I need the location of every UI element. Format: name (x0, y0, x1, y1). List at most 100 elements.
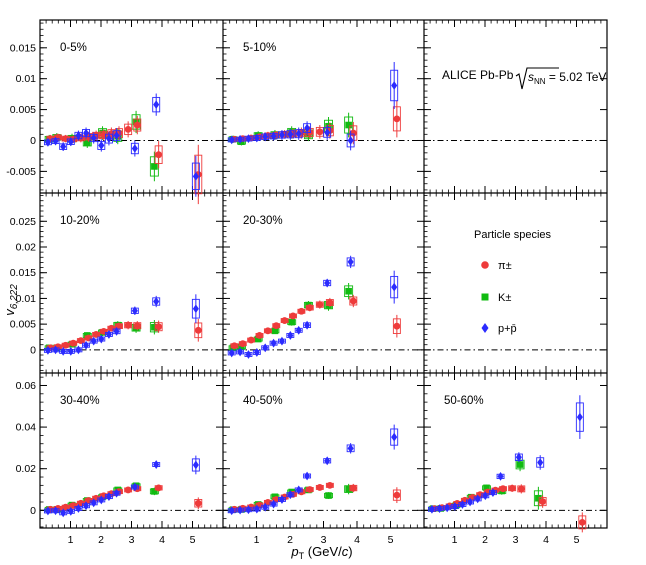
data-point-proton (304, 320, 311, 330)
centrality-label: 0-5% (60, 42, 87, 54)
sys-box-pi (578, 515, 587, 530)
data-point-proton (278, 495, 285, 504)
data-point-proton (287, 490, 294, 500)
data-point-pion (85, 334, 92, 342)
data-point-pion (194, 326, 202, 334)
data-point-pion (115, 322, 123, 330)
data-point-proton (451, 502, 458, 511)
sys-box-p (323, 127, 332, 138)
experiment-title: ALICE Pb-Pb sNN = 5.02 TeV (442, 67, 607, 90)
data-point-proton (67, 347, 74, 356)
data-point-proton (113, 326, 120, 336)
data-point-pion (230, 342, 238, 350)
sys-box-pi (154, 145, 163, 164)
data-point-proton (153, 100, 160, 110)
data-point-proton (98, 334, 105, 344)
data-point-proton (98, 141, 105, 150)
centrality-label: 20-30% (243, 215, 283, 227)
data-point-proton (459, 500, 466, 509)
x-tick-label: 2 (287, 534, 293, 546)
data-point-pion (124, 321, 132, 329)
data-point-proton (270, 131, 277, 141)
data-point-pion (393, 115, 401, 123)
data-point-pion (155, 151, 163, 159)
x-tick-label: 1 (254, 534, 260, 546)
x-tick-label: 3 (129, 534, 135, 546)
data-point-proton (262, 132, 269, 142)
data-point-proton (192, 460, 199, 470)
x-tick-label: 5 (190, 534, 196, 546)
y-tick-label: 0.01 (16, 73, 37, 85)
y-tick-label: -0.005 (6, 166, 36, 178)
data-point-proton (324, 128, 331, 137)
data-point-pion (247, 336, 255, 344)
data-point-proton (287, 129, 294, 139)
data-point-proton (83, 501, 90, 511)
sys-box-pi (392, 318, 401, 335)
data-point-proton (444, 503, 451, 513)
data-point-pion (133, 322, 141, 330)
x-tick-label: 2 (482, 534, 488, 546)
data-point-pion (62, 341, 70, 349)
data-point-proton (278, 336, 285, 346)
data-point-kaon (345, 121, 352, 129)
data-point-proton (245, 134, 252, 144)
data-point-proton (52, 506, 59, 516)
sys-box-p (575, 402, 584, 432)
x-tick-label: 1 (452, 534, 458, 546)
data-point-pion (100, 131, 108, 139)
data-point-pion (281, 317, 289, 324)
data-point-kaon (254, 335, 262, 343)
data-point-proton (83, 340, 90, 350)
panel-frames: -0.005 0 0.005 0.01 0.015 0 0.005 0.01 0.015 0.02… (6, 19, 608, 546)
y-axis-label: v6,222 (2, 284, 20, 316)
data-point-proton (270, 338, 277, 348)
x-tick-label: 3 (513, 534, 519, 546)
data-point-proton (391, 81, 398, 90)
data-point-proton (347, 443, 354, 453)
data-point-pion (306, 304, 314, 312)
y-tick-label: 0.005 (10, 104, 36, 116)
y-tick-label: 0.025 (10, 216, 36, 228)
data-point-pion (499, 485, 507, 493)
title-energy: = 5.02 TeV (546, 70, 607, 84)
sys-box-pi (194, 322, 203, 339)
legend-kaon-marker (481, 293, 489, 301)
sys-box-pi (349, 296, 358, 306)
sys-box-p (191, 458, 200, 472)
data-point-proton (67, 506, 74, 516)
legend: Particle species π± K± p+p̄ (474, 229, 552, 335)
data-point-proton (237, 347, 244, 357)
data-point-pion (393, 322, 401, 330)
data-point-proton (90, 498, 97, 508)
data-point-pion (272, 322, 280, 330)
data-point-proton (391, 432, 398, 442)
data-point-proton (347, 257, 354, 267)
y-tick-label: 0 (30, 135, 36, 147)
data-point-proton (474, 494, 481, 504)
x-tick-label: 4 (354, 534, 360, 546)
data-point-proton (113, 131, 120, 140)
data-point-pion (264, 499, 272, 506)
y-tick-label: 0.06 (16, 380, 37, 392)
data-point-proton (245, 350, 252, 359)
sys-box-K (131, 114, 141, 130)
data-point-kaon (516, 461, 524, 468)
data-point-proton (131, 482, 138, 492)
data-point-proton (131, 144, 138, 153)
data-point-proton (515, 452, 522, 462)
data-point-pion (124, 125, 132, 133)
data-point-pion (316, 128, 324, 136)
data-point-proton (253, 133, 260, 143)
legend-kaon-label: K± (498, 292, 511, 304)
centrality-label: 30-40% (60, 395, 100, 407)
data-point-pion (69, 339, 77, 347)
x-tick-label: 4 (159, 534, 165, 546)
data-point-proton (192, 304, 199, 314)
sys-box-p (104, 133, 113, 144)
data-point-proton (105, 492, 112, 501)
data-point-proton (75, 504, 82, 513)
centrality-label: 10-20% (60, 215, 100, 227)
title-prefix: ALICE Pb-Pb (442, 68, 514, 82)
data-point-proton (295, 129, 302, 139)
